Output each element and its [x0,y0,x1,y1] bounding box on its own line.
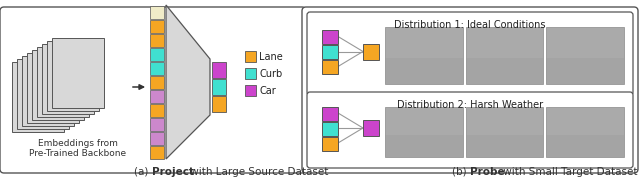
Bar [212,79,226,95]
Text: (a): (a) [134,167,152,177]
Text: Distribution 1: Ideal Conditions: Distribution 1: Ideal Conditions [394,20,546,30]
Text: Project: Project [152,167,194,177]
Bar [150,5,164,19]
FancyBboxPatch shape [12,62,64,132]
Bar [322,60,338,74]
Text: Car: Car [259,85,276,96]
FancyBboxPatch shape [52,38,104,108]
Bar [466,134,543,157]
Bar [150,117,164,131]
Bar [150,19,164,33]
Text: Probe: Probe [470,167,504,177]
Bar [245,51,256,62]
FancyBboxPatch shape [37,47,89,117]
Bar [212,96,226,112]
Bar [385,58,463,84]
FancyBboxPatch shape [0,7,306,173]
FancyBboxPatch shape [27,53,79,123]
FancyBboxPatch shape [42,44,94,114]
Bar [363,120,379,136]
Bar [245,68,256,79]
Text: Lane: Lane [259,51,283,62]
Bar [466,58,543,84]
Bar [150,47,164,61]
Bar [322,107,338,120]
FancyBboxPatch shape [302,7,638,173]
Bar [322,137,338,151]
Text: with Small Target Dataset: with Small Target Dataset [500,167,637,177]
Bar [385,107,463,157]
FancyBboxPatch shape [47,41,99,111]
Bar [150,103,164,117]
FancyBboxPatch shape [307,12,633,95]
Text: Curb: Curb [259,68,282,79]
Bar [150,76,164,89]
Bar [150,90,164,103]
Text: with Large Source Dataset: with Large Source Dataset [187,167,328,177]
Bar [363,44,379,59]
Bar [245,85,256,96]
Text: (b): (b) [452,167,470,177]
Bar [150,145,164,159]
Bar [385,134,463,157]
Bar [547,134,624,157]
Bar [466,27,543,84]
Bar [150,131,164,145]
Bar [150,62,164,75]
Bar [385,27,463,84]
Bar [547,27,624,84]
FancyBboxPatch shape [32,50,84,120]
Bar [212,62,226,78]
FancyBboxPatch shape [22,56,74,126]
Bar [547,58,624,84]
FancyBboxPatch shape [17,59,69,129]
Bar [466,107,543,157]
Text: Embeddings from
Pre-Trained Backbone: Embeddings from Pre-Trained Backbone [29,139,127,158]
Bar [547,107,624,157]
Text: Distribution 2: Harsh Weather: Distribution 2: Harsh Weather [397,100,543,110]
Bar [150,33,164,47]
Polygon shape [166,5,210,159]
Bar [322,122,338,136]
Bar [322,45,338,59]
Bar [322,30,338,44]
FancyBboxPatch shape [307,92,633,168]
